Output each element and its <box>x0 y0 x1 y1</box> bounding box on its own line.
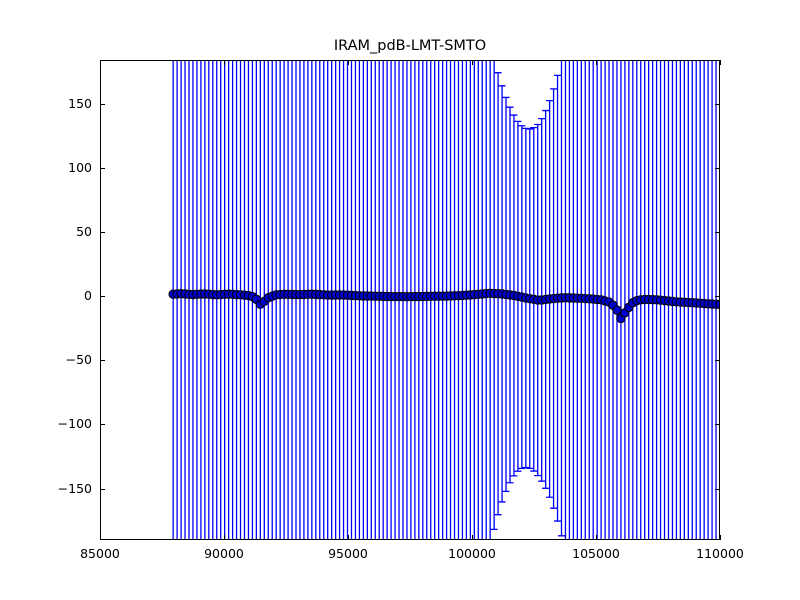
x-tick-label: 105000 <box>572 546 620 561</box>
plot-title: IRAM_pdB-LMT-SMTO <box>333 38 487 54</box>
y-tick-label: 0 <box>84 288 92 304</box>
axis-ticks <box>100 60 721 540</box>
data-markers <box>168 288 720 324</box>
x-tick-label: 85000 <box>80 546 120 561</box>
y-tick-label: −50 <box>65 352 92 368</box>
y-tick-label: −150 <box>57 480 92 496</box>
x-tick-label: 90000 <box>204 546 244 561</box>
y-tick-label: 50 <box>76 223 92 239</box>
axes-frame <box>100 60 720 540</box>
x-tick-label: 95000 <box>328 546 368 561</box>
y-tick-label: 150 <box>68 95 92 111</box>
x-tick-label: 100000 <box>448 546 496 561</box>
y-tick-label: −100 <box>57 416 92 432</box>
y-tick-label: 100 <box>68 159 92 175</box>
x-tick-label: 110000 <box>696 546 744 561</box>
